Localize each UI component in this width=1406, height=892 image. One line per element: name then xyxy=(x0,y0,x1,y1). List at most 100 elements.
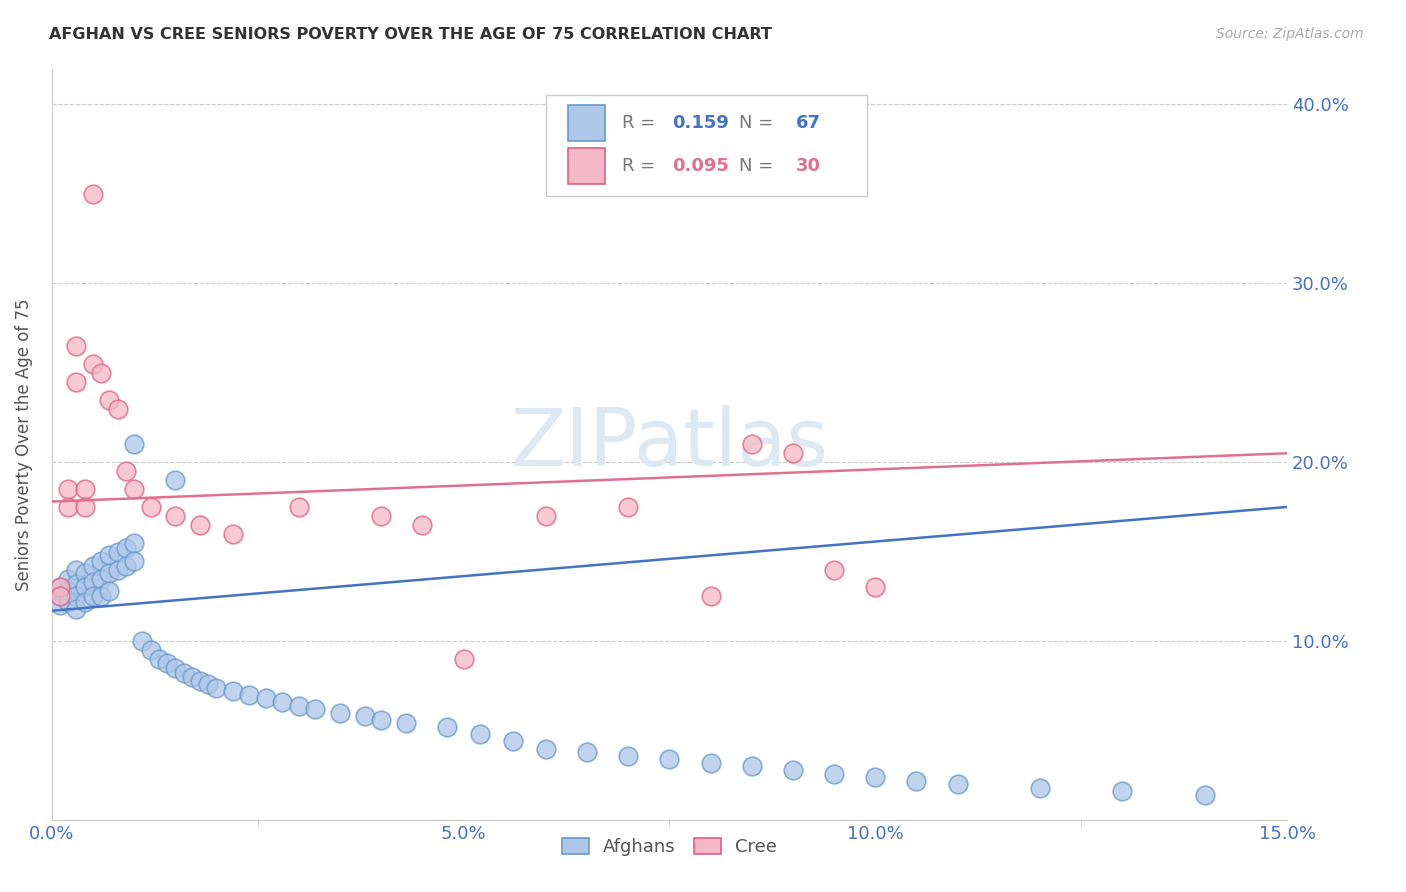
Point xyxy=(165,473,187,487)
Point xyxy=(65,563,87,577)
Point xyxy=(82,575,104,590)
Point xyxy=(65,590,87,604)
Point xyxy=(90,590,112,604)
Point xyxy=(468,727,491,741)
Text: ZIPatlas: ZIPatlas xyxy=(510,405,828,483)
Point xyxy=(782,446,804,460)
Text: R =: R = xyxy=(623,114,661,132)
Point xyxy=(107,401,129,416)
Point xyxy=(905,773,928,788)
Point xyxy=(823,563,845,577)
Point xyxy=(699,756,721,770)
Y-axis label: Seniors Poverty Over the Age of 75: Seniors Poverty Over the Age of 75 xyxy=(15,298,32,591)
Text: 0.095: 0.095 xyxy=(672,157,728,175)
Point xyxy=(58,584,80,599)
Legend: Afghans, Cree: Afghans, Cree xyxy=(554,831,785,863)
Point xyxy=(122,437,145,451)
Point xyxy=(188,673,211,688)
Point xyxy=(865,581,887,595)
Point xyxy=(741,437,763,451)
Point xyxy=(370,713,392,727)
Point xyxy=(107,544,129,558)
Point xyxy=(58,482,80,496)
Point xyxy=(238,688,260,702)
Point xyxy=(173,666,195,681)
Point xyxy=(946,777,969,791)
Point xyxy=(782,763,804,777)
Point xyxy=(107,563,129,577)
Point xyxy=(436,720,458,734)
Point xyxy=(288,698,311,713)
Point xyxy=(329,706,352,720)
Point xyxy=(58,500,80,514)
Point xyxy=(65,602,87,616)
Point xyxy=(617,500,640,514)
Point xyxy=(82,357,104,371)
Point xyxy=(73,595,96,609)
Point xyxy=(411,517,433,532)
Point xyxy=(254,691,277,706)
Point xyxy=(98,566,121,581)
Point xyxy=(353,709,375,723)
Point xyxy=(370,508,392,523)
Point xyxy=(139,500,162,514)
Point xyxy=(453,652,475,666)
Point xyxy=(82,186,104,201)
Point xyxy=(122,535,145,549)
FancyBboxPatch shape xyxy=(568,148,605,185)
Point xyxy=(502,734,524,748)
FancyBboxPatch shape xyxy=(568,105,605,142)
Point xyxy=(131,634,153,648)
Point xyxy=(73,566,96,581)
Point xyxy=(699,590,721,604)
Text: 0.159: 0.159 xyxy=(672,114,728,132)
Point xyxy=(741,759,763,773)
Point xyxy=(65,375,87,389)
Point xyxy=(395,716,418,731)
Point xyxy=(73,482,96,496)
Point xyxy=(49,590,72,604)
Point xyxy=(73,581,96,595)
Point xyxy=(115,559,138,574)
Point xyxy=(115,464,138,478)
Point xyxy=(82,590,104,604)
Point xyxy=(222,684,245,698)
Point xyxy=(65,577,87,591)
Point xyxy=(49,581,72,595)
Point xyxy=(865,770,887,784)
Point xyxy=(534,741,557,756)
Text: 67: 67 xyxy=(796,114,821,132)
Point xyxy=(823,766,845,780)
Point xyxy=(49,590,72,604)
Point xyxy=(658,752,681,766)
Text: N =: N = xyxy=(738,114,779,132)
Point xyxy=(122,554,145,568)
FancyBboxPatch shape xyxy=(546,95,868,196)
Text: AFGHAN VS CREE SENIORS POVERTY OVER THE AGE OF 75 CORRELATION CHART: AFGHAN VS CREE SENIORS POVERTY OVER THE … xyxy=(49,27,772,42)
Point xyxy=(156,656,179,670)
Point xyxy=(58,595,80,609)
Point xyxy=(90,366,112,380)
Point xyxy=(1194,788,1216,802)
Point xyxy=(122,482,145,496)
Point xyxy=(98,548,121,562)
Point xyxy=(617,748,640,763)
Point xyxy=(82,559,104,574)
Point xyxy=(90,572,112,586)
Text: N =: N = xyxy=(738,157,779,175)
Point xyxy=(165,661,187,675)
Point xyxy=(65,339,87,353)
Point xyxy=(1029,780,1052,795)
Point xyxy=(139,643,162,657)
Point xyxy=(180,670,202,684)
Point xyxy=(205,681,228,695)
Point xyxy=(222,526,245,541)
Point xyxy=(49,581,72,595)
Point xyxy=(98,584,121,599)
Point xyxy=(197,677,219,691)
Text: Source: ZipAtlas.com: Source: ZipAtlas.com xyxy=(1216,27,1364,41)
Point xyxy=(90,554,112,568)
Point xyxy=(58,572,80,586)
Point xyxy=(188,517,211,532)
Point xyxy=(534,508,557,523)
